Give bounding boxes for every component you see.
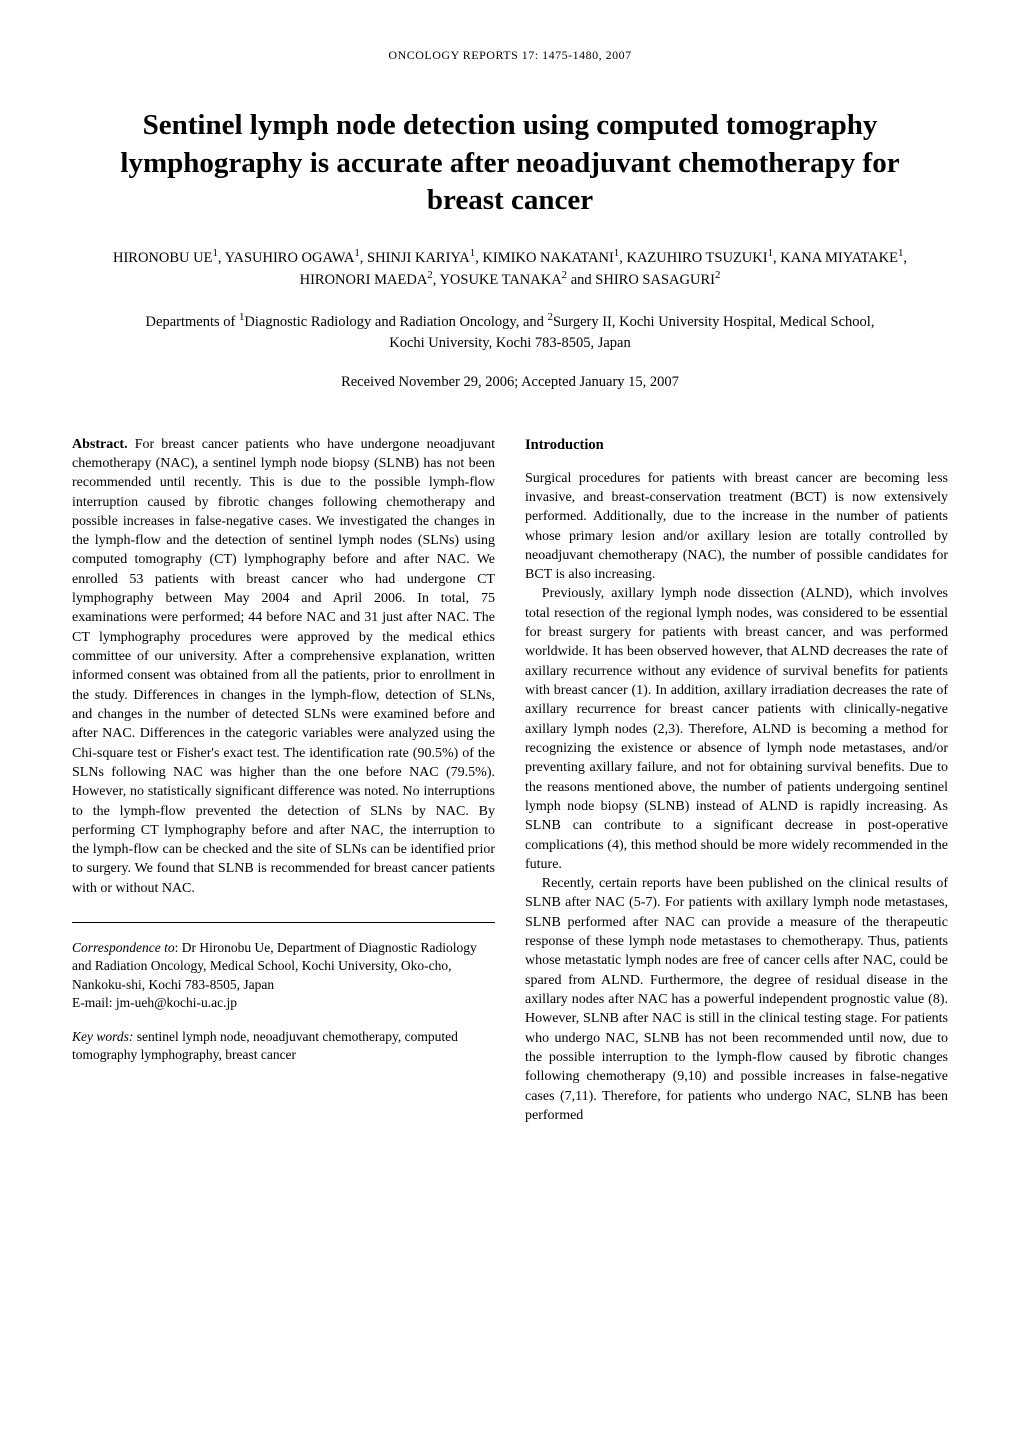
introduction-heading: Introduction: [525, 435, 948, 455]
author-list: HIRONOBU UE1, YASUHIRO OGAWA1, SHINJI KA…: [72, 248, 948, 292]
received-accepted-dates: Received November 29, 2006; Accepted Jan…: [72, 374, 948, 391]
intro-paragraph-1: Surgical procedures for patients with br…: [525, 469, 948, 585]
intro-paragraph-2: Previously, axillary lymph node dissecti…: [525, 584, 948, 874]
left-column: Abstract. For breast cancer patients who…: [72, 435, 495, 1126]
paper-title: Sentinel lymph node detection using comp…: [72, 107, 948, 220]
abstract-body: For breast cancer patients who have unde…: [72, 437, 495, 896]
affiliations: Departments of 1Diagnostic Radiology and…: [72, 312, 948, 354]
right-column: Introduction Surgical procedures for pat…: [525, 435, 948, 1126]
keywords-label: Key words:: [72, 1029, 133, 1044]
running-header: ONCOLOGY REPORTS 17: 1475-1480, 2007: [72, 48, 948, 63]
two-column-body: Abstract. For breast cancer patients who…: [72, 435, 948, 1126]
correspondence-email: jm-ueh@kochi-u.ac.jp: [116, 995, 237, 1010]
abstract-paragraph: Abstract. For breast cancer patients who…: [72, 435, 495, 899]
intro-paragraph-3: Recently, certain reports have been publ…: [525, 874, 948, 1125]
footer-divider: [72, 922, 495, 923]
abstract-label: Abstract.: [72, 437, 128, 452]
keywords-block: Key words: sentinel lymph node, neoadjuv…: [72, 1028, 495, 1064]
correspondence-email-label: E-mail:: [72, 995, 116, 1010]
correspondence-block: Correspondence to: Dr Hironobu Ue, Depar…: [72, 939, 495, 1012]
correspondence-label: Correspondence to: [72, 940, 175, 955]
